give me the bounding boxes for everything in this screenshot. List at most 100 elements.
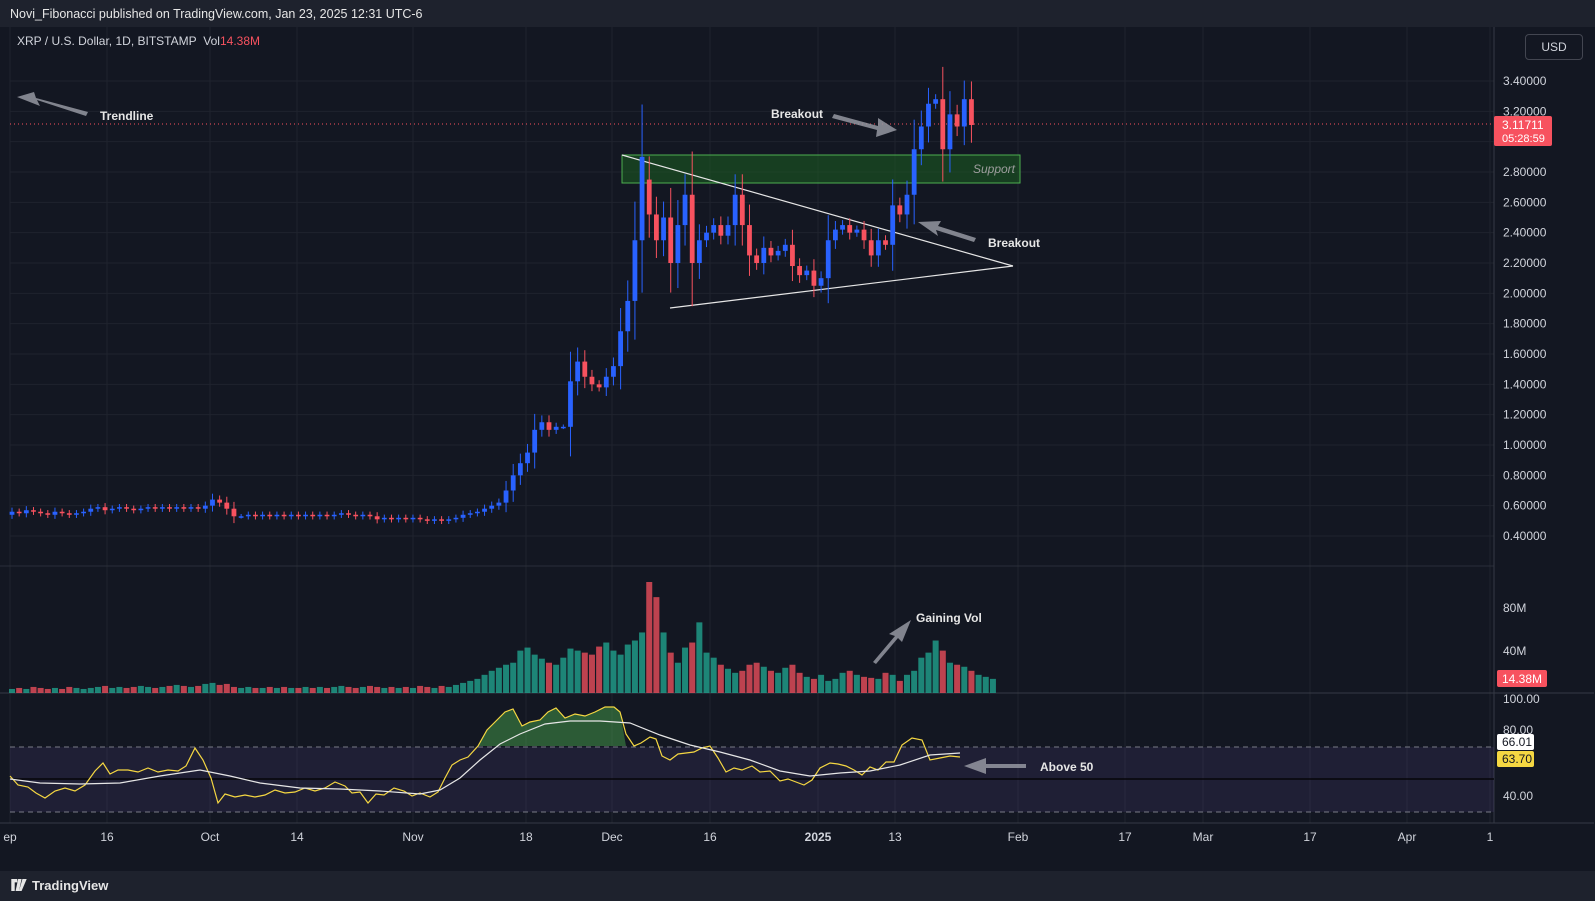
volume-bar bbox=[9, 688, 15, 693]
rsi-tick-label: 100.00 bbox=[1503, 692, 1540, 706]
candle-body bbox=[754, 255, 760, 263]
volume-bar bbox=[302, 686, 309, 693]
candle-body bbox=[45, 513, 51, 515]
volume-bar bbox=[352, 687, 359, 693]
volume-value-text: 14.38M bbox=[1502, 672, 1542, 686]
volume-bar bbox=[796, 672, 803, 693]
volume-bar bbox=[853, 674, 860, 693]
volume-bar bbox=[725, 668, 731, 693]
time-tick-label: 14 bbox=[290, 830, 304, 844]
volume-bar bbox=[345, 686, 352, 693]
volume-bar bbox=[581, 652, 588, 693]
candle-body bbox=[489, 505, 495, 509]
vol-value: 14.38M bbox=[219, 34, 260, 48]
volume-bar bbox=[166, 685, 173, 693]
candle-body bbox=[833, 229, 838, 241]
candle-body bbox=[854, 229, 860, 233]
candle-body bbox=[417, 517, 423, 520]
candle-body bbox=[510, 475, 516, 491]
candle-body bbox=[181, 507, 187, 509]
candle-body bbox=[890, 205, 896, 245]
volume-bar bbox=[517, 650, 524, 693]
candle-body bbox=[202, 505, 208, 509]
candle-body bbox=[274, 514, 280, 517]
volume-bar bbox=[904, 674, 910, 693]
candle-body bbox=[88, 508, 94, 512]
price-tick-label: 2.80000 bbox=[1503, 165, 1547, 179]
time-tick-label: 2025 bbox=[805, 830, 832, 844]
time-tick-label: Feb bbox=[1008, 830, 1029, 844]
candle-body bbox=[460, 514, 466, 518]
volume-bar bbox=[102, 685, 109, 693]
candle-body bbox=[897, 205, 903, 215]
volume-bar bbox=[23, 688, 30, 693]
volume-bar bbox=[760, 666, 767, 693]
volume-bar bbox=[80, 688, 87, 693]
candle-body bbox=[432, 519, 437, 521]
candle-body bbox=[875, 240, 881, 256]
volume-bar bbox=[524, 647, 531, 693]
time-tick-label: Oct bbox=[201, 830, 220, 844]
candle-body bbox=[804, 270, 810, 276]
chart-canvas[interactable]: Support Trendline Breakout Breakout Gain… bbox=[0, 27, 1595, 871]
price-tick-label: 1.80000 bbox=[1503, 317, 1547, 331]
candle-body bbox=[582, 361, 588, 377]
volume-bar bbox=[180, 685, 187, 693]
candle-body bbox=[639, 156, 645, 241]
annotation-labels: Trendline Breakout Breakout Gaining Vol … bbox=[100, 107, 1094, 774]
volume-bar bbox=[610, 650, 617, 693]
candle-body bbox=[926, 103, 931, 127]
candle-body bbox=[661, 217, 666, 241]
candle-body bbox=[52, 511, 58, 515]
volume-bar bbox=[696, 622, 703, 693]
candle-body bbox=[317, 514, 323, 517]
tradingview-logo[interactable]: TradingView bbox=[10, 878, 108, 893]
candle-body bbox=[424, 519, 430, 521]
volume-bar bbox=[59, 688, 66, 693]
volume-bar bbox=[37, 687, 44, 693]
volume-bar bbox=[209, 682, 216, 693]
candle-body bbox=[467, 513, 473, 515]
volume-bar bbox=[195, 685, 202, 693]
candle-body bbox=[346, 513, 351, 515]
volume-bar bbox=[961, 666, 968, 693]
volume-bar bbox=[660, 632, 667, 693]
volume-bar bbox=[689, 642, 696, 693]
candle-body bbox=[59, 511, 65, 514]
candle-body bbox=[131, 508, 137, 511]
price-tick-label: 3.20000 bbox=[1503, 104, 1547, 118]
candle-body bbox=[381, 517, 387, 520]
volume-bar bbox=[631, 640, 638, 693]
currency-button[interactable]: USD bbox=[1525, 34, 1583, 60]
candle-body bbox=[632, 240, 638, 301]
candle-body bbox=[152, 507, 158, 509]
volume-bar bbox=[603, 642, 610, 693]
volume-bar bbox=[846, 670, 853, 693]
candle-body bbox=[217, 499, 223, 503]
candle-body bbox=[618, 331, 623, 367]
volume-bar bbox=[538, 658, 545, 693]
candle-body bbox=[868, 240, 874, 256]
time-tick-label: 17 bbox=[1118, 830, 1132, 844]
candle-body bbox=[861, 229, 867, 241]
volume-bar bbox=[717, 664, 724, 693]
annotation-arrows bbox=[17, 92, 1026, 774]
candle-body bbox=[682, 194, 688, 226]
candle-body bbox=[933, 99, 939, 104]
volume-bar bbox=[245, 686, 252, 693]
symbol-legend[interactable]: XRP / U.S. Dollar, 1D, BITSTAMP Vol14.38… bbox=[17, 34, 260, 48]
candle-body bbox=[360, 514, 366, 517]
rsi-ma-line bbox=[9, 720, 961, 795]
candle-body bbox=[546, 422, 552, 430]
rsi-tick-label: 80.00 bbox=[1503, 723, 1533, 737]
candle-body bbox=[124, 507, 129, 509]
volume-bar bbox=[431, 687, 438, 693]
time-axis[interactable]: ep 16 Oct 14 Nov 18 Dec 16 2025 13 Feb 17 Mar 17 Apr 1 bbox=[3, 830, 1493, 844]
price-axis[interactable]: 3.40000 3.20000 2.80000 2.60000 2.40000 2.200… bbox=[1503, 74, 1547, 543]
candle-body bbox=[81, 511, 86, 514]
candle-body bbox=[410, 517, 416, 520]
volume-bar bbox=[395, 687, 402, 693]
candle-body bbox=[904, 194, 910, 215]
candle-body bbox=[711, 225, 717, 233]
volume-bar bbox=[918, 657, 925, 693]
